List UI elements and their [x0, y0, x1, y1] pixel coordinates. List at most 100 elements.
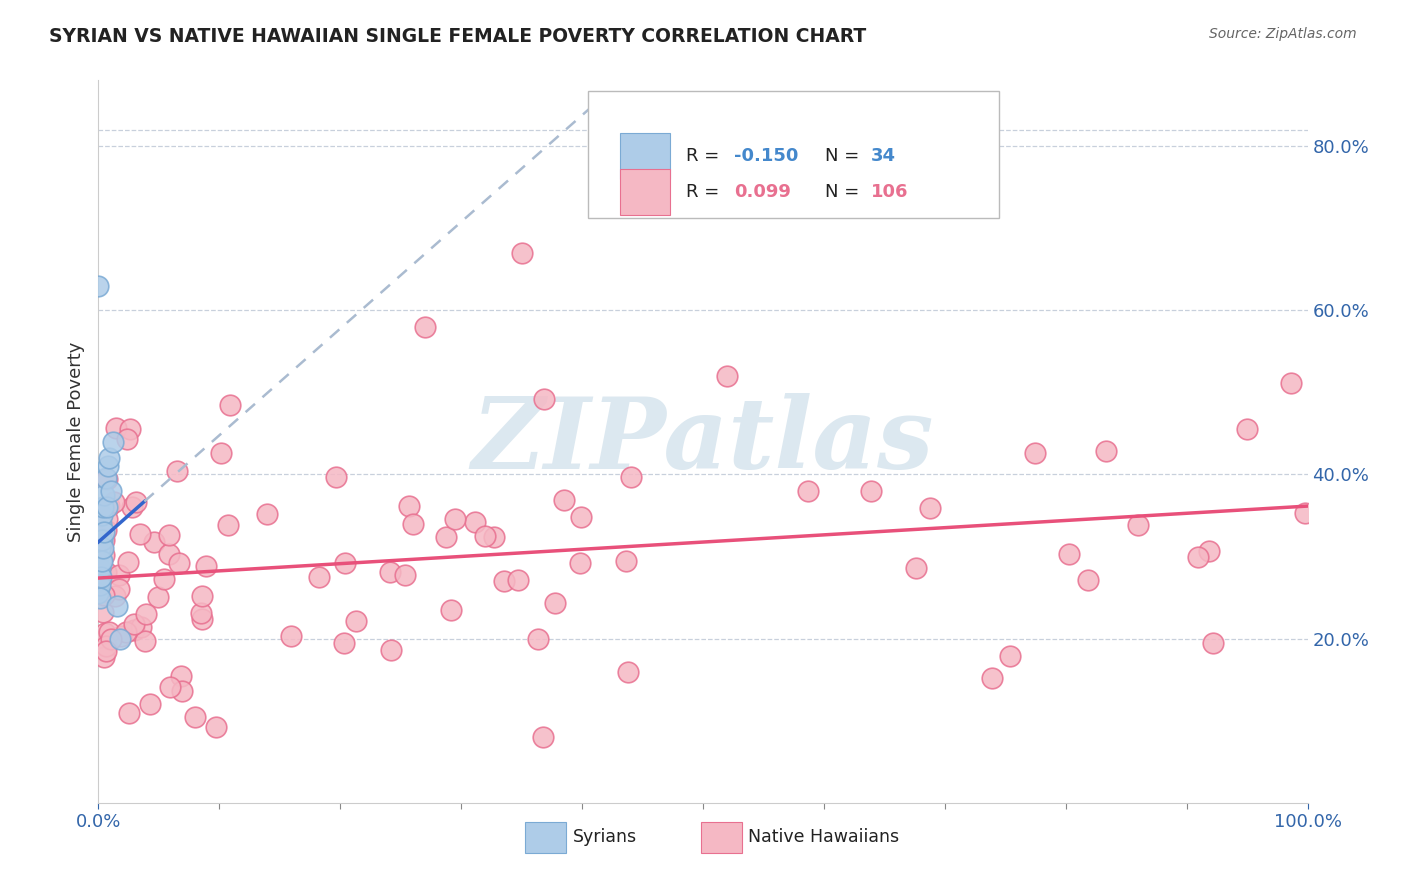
Text: 34: 34	[872, 147, 896, 165]
Text: 106: 106	[872, 183, 908, 202]
Point	[89, 545, 111, 559]
Point	[87, 586, 110, 600]
Point	[904, 560, 927, 574]
Text: -0.150: -0.150	[734, 147, 799, 165]
Point	[93, 524, 115, 539]
Point	[87, 578, 110, 592]
Point	[510, 245, 533, 260]
Point	[1094, 444, 1116, 458]
FancyBboxPatch shape	[700, 822, 742, 854]
Point	[110, 629, 132, 643]
Point	[91, 605, 114, 619]
Point	[325, 470, 347, 484]
FancyBboxPatch shape	[526, 822, 567, 854]
Point	[134, 634, 156, 648]
Point	[209, 446, 232, 460]
Text: R =: R =	[686, 183, 725, 202]
Point	[90, 533, 112, 547]
Point	[118, 422, 141, 436]
Text: N =: N =	[825, 147, 865, 165]
Point	[90, 553, 112, 567]
Point	[117, 556, 139, 570]
Point	[91, 553, 114, 567]
Text: Source: ZipAtlas.com: Source: ZipAtlas.com	[1209, 27, 1357, 41]
Point	[100, 632, 122, 646]
Point	[1128, 518, 1150, 533]
Point	[118, 706, 141, 721]
Point	[148, 590, 170, 604]
Text: Syrians: Syrians	[572, 829, 637, 847]
Point	[87, 579, 110, 593]
Point	[217, 517, 239, 532]
Point	[394, 568, 416, 582]
Text: ZIPatlas: ZIPatlas	[472, 393, 934, 490]
Point	[716, 368, 738, 383]
Point	[96, 512, 118, 526]
Point	[87, 566, 110, 580]
Text: 0.099: 0.099	[734, 183, 792, 202]
Point	[87, 278, 110, 293]
Point	[553, 492, 575, 507]
Point	[94, 639, 117, 653]
Point	[91, 541, 114, 556]
Point	[527, 632, 550, 647]
Text: N =: N =	[825, 183, 865, 202]
Point	[308, 570, 330, 584]
Point	[87, 570, 110, 584]
Point	[121, 500, 143, 515]
Point	[398, 499, 420, 513]
Point	[434, 530, 457, 544]
Point	[796, 484, 818, 499]
Point	[1077, 573, 1099, 587]
Point	[105, 599, 128, 613]
Point	[94, 524, 117, 538]
Point	[1236, 422, 1258, 436]
Point	[218, 398, 240, 412]
Point	[101, 434, 124, 449]
Point	[614, 554, 637, 568]
Point	[91, 533, 114, 547]
Point	[1187, 549, 1209, 564]
Point	[464, 515, 486, 529]
Point	[87, 562, 110, 576]
Point	[129, 620, 152, 634]
Point	[256, 507, 278, 521]
Point	[620, 469, 643, 483]
Y-axis label: Single Female Poverty: Single Female Poverty	[66, 342, 84, 541]
Point	[91, 508, 114, 523]
Point	[194, 558, 217, 573]
Point	[87, 553, 110, 567]
Point	[98, 450, 121, 465]
Point	[184, 709, 207, 723]
Point	[139, 697, 162, 711]
Point	[94, 625, 117, 640]
Point	[97, 499, 120, 513]
Point	[1198, 544, 1220, 558]
Point	[569, 509, 592, 524]
Point	[128, 526, 150, 541]
Point	[344, 614, 367, 628]
Text: R =: R =	[686, 147, 725, 165]
Text: SYRIAN VS NATIVE HAWAIIAN SINGLE FEMALE POVERTY CORRELATION CHART: SYRIAN VS NATIVE HAWAIIAN SINGLE FEMALE …	[49, 27, 866, 45]
Point	[108, 632, 131, 646]
Point	[474, 529, 496, 543]
Point	[87, 582, 110, 597]
Point	[440, 603, 463, 617]
Point	[190, 606, 212, 620]
Point	[93, 588, 115, 602]
Point	[380, 643, 402, 657]
FancyBboxPatch shape	[620, 133, 671, 179]
Point	[93, 649, 115, 664]
Point	[103, 495, 125, 509]
Point	[157, 527, 180, 541]
Point	[482, 529, 505, 543]
FancyBboxPatch shape	[620, 169, 671, 215]
Point	[97, 459, 120, 474]
Point	[94, 471, 117, 485]
Point	[89, 541, 111, 556]
Point	[157, 547, 180, 561]
Point	[205, 720, 228, 734]
Point	[280, 629, 302, 643]
Point	[380, 565, 402, 579]
Point	[191, 612, 214, 626]
